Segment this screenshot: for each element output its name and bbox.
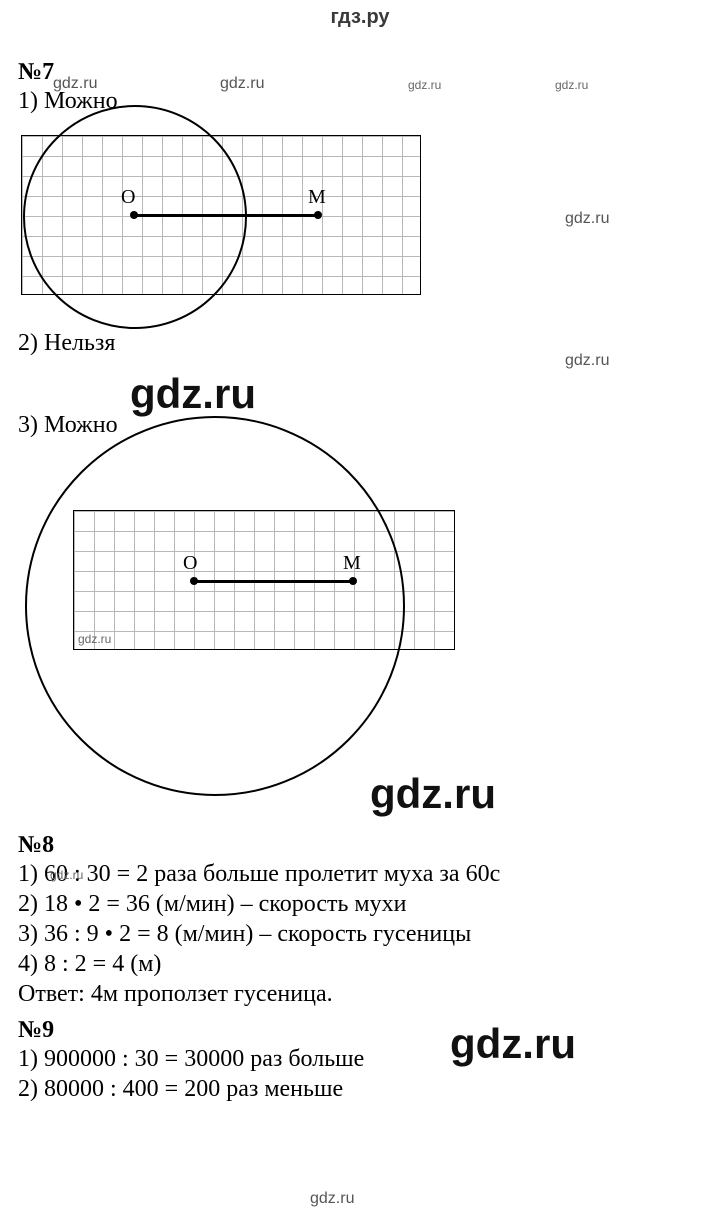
p8-line-2: 2) 18 • 2 = 36 (м/мин) – скорость мухи xyxy=(18,889,702,919)
problem-8-label: №8 xyxy=(18,832,702,859)
p8-answer: Ответ: 4м проползет гусеница. xyxy=(18,979,702,1009)
problem-7-label: №7 xyxy=(18,59,702,86)
watermark: gdz.ru xyxy=(310,1190,354,1208)
p9-line-1: 1) 900000 : 30 = 30000 раз больше xyxy=(18,1044,702,1074)
p8-line-1: 1) 60 : 30 = 2 раза больше пролетит муха… xyxy=(18,859,702,889)
point-label-M: M xyxy=(308,186,326,209)
p7-diagram-1: O M xyxy=(18,120,702,320)
p8-line-3: 3) 36 : 9 • 2 = 8 (м/мин) – скорость гус… xyxy=(18,919,702,949)
p7-diagram-2: O M gdz.ru xyxy=(18,444,702,794)
point-label-O: O xyxy=(121,186,135,209)
p8-line-4: 4) 8 : 2 = 4 (м) xyxy=(18,949,702,979)
point-label-M: M xyxy=(343,552,361,575)
page-title: гдз.ру xyxy=(0,0,720,29)
point-label-O: O xyxy=(183,552,197,575)
p7-answer-2: 2) Нельзя xyxy=(18,328,702,358)
problem-9-label: №9 xyxy=(18,1017,702,1044)
p7-answer-3: 3) Можно xyxy=(18,410,702,440)
p9-line-2: 2) 80000 : 400 = 200 раз меньше xyxy=(18,1074,702,1104)
